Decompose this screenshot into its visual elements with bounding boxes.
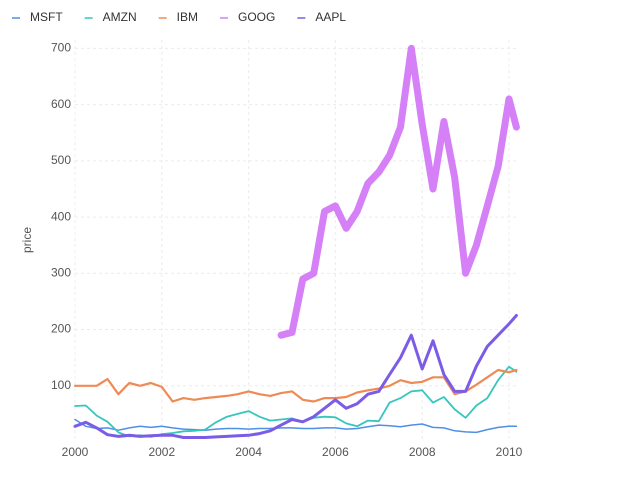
y-tick-label: 200 [51,322,71,336]
y-tick-label: 100 [51,378,71,392]
y-tick-label: 400 [51,209,71,223]
series-line [73,314,518,439]
legend-label: AMZN [103,10,137,24]
y-tick-label: 500 [51,153,71,167]
legend-label: IBM [177,10,198,24]
series-line [74,418,518,434]
legend-label: AAPL [315,10,346,24]
series-line [277,44,520,339]
y-tick-label: 300 [51,266,71,280]
x-tick-label: 2000 [62,445,89,459]
y-tick-label: 600 [51,97,71,111]
x-tick-label: 2008 [409,445,436,459]
y-tick-label: 700 [51,41,71,55]
x-tick-label: 2002 [148,445,175,459]
x-tick-label: 2004 [235,445,262,459]
x-tick-label: 2006 [322,445,349,459]
legend-label: MSFT [30,10,63,24]
x-tick-label: 2010 [496,445,523,459]
y-axis-title: price [20,227,34,253]
series-line [73,368,518,403]
legend-label: GOOG [238,10,275,24]
